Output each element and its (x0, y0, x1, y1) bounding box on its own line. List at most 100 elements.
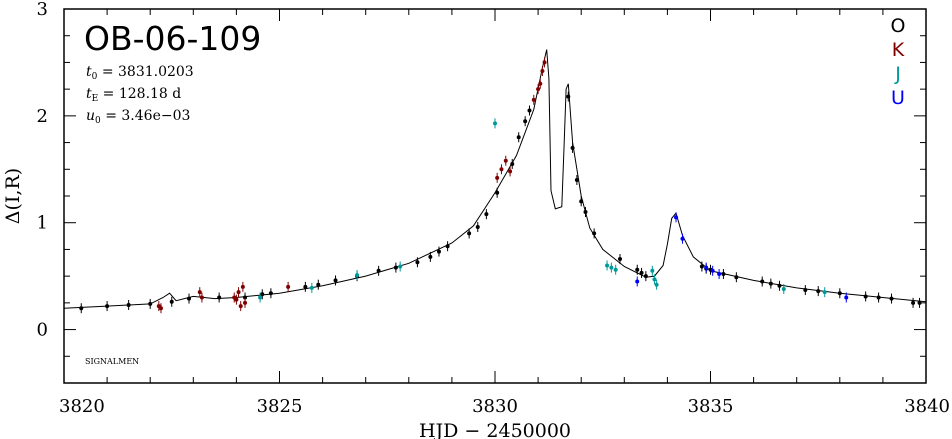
data-point-o (574, 174, 579, 185)
data-point-o (863, 291, 868, 302)
credit-label: SIGNALMEN (85, 357, 139, 366)
y-axis-title: Δ(I,R) (2, 168, 24, 224)
y-tick-label: 2 (37, 106, 48, 127)
data-point-o (105, 301, 110, 312)
y-tick-labels: 0 1 2 3 (37, 0, 48, 341)
model-curve (63, 49, 927, 309)
legend-entry-o: O (891, 15, 906, 37)
data-point-o (484, 209, 489, 220)
y-tick-label: 3 (37, 0, 48, 20)
legend-entry-j: J (894, 63, 901, 85)
data-point-o (268, 288, 273, 299)
data-point-j (493, 118, 497, 129)
data-point-o (260, 289, 265, 300)
data-point-j (781, 283, 786, 294)
data-point-u (710, 265, 715, 276)
x-tick-label: 3830 (472, 396, 518, 417)
data-point-j (822, 287, 827, 298)
data-point-k (238, 301, 243, 312)
data-point-o (579, 196, 584, 207)
data-point-k (542, 57, 547, 68)
data-point-o (126, 299, 131, 310)
data-point-k (540, 65, 545, 76)
y-tick-label: 0 (37, 320, 48, 341)
axis-ticks (63, 8, 927, 384)
data-point-o (217, 292, 222, 303)
data-point-o (777, 280, 782, 291)
data-point-o (510, 158, 515, 169)
data-point-o (79, 303, 84, 314)
event-title: OB-06-109 (84, 19, 261, 58)
data-point-o (643, 271, 648, 282)
data-point-u (704, 262, 709, 273)
data-point-o (592, 228, 597, 239)
data-point-o (639, 267, 644, 278)
data-point-o (570, 142, 575, 153)
data-point-j (605, 260, 610, 271)
data-point-o (148, 298, 153, 309)
data-point-o (889, 293, 894, 304)
data-point-j (398, 261, 403, 272)
data-point-o (635, 264, 640, 275)
data-point-u (680, 233, 685, 244)
data-point-k (536, 84, 541, 95)
data-point-o (495, 187, 500, 198)
data-point-j (654, 279, 659, 290)
data-point-k (158, 303, 163, 314)
data-point-o (803, 285, 808, 296)
data-point-o (523, 116, 528, 127)
data-point-k (234, 294, 239, 305)
data-point-j (650, 265, 655, 276)
data-point-k (240, 281, 245, 292)
data-point-o (415, 257, 420, 268)
x-tick-label: 3835 (688, 396, 734, 417)
data-point-u (844, 292, 849, 303)
fit-parameter: t0 = 3831.0203 (86, 64, 194, 82)
data-point-o (837, 288, 842, 299)
data-point-o (316, 279, 321, 290)
data-point-o (376, 265, 381, 276)
x-tick-label: 3840 (904, 396, 950, 417)
data-point-k (199, 292, 204, 303)
x-axis-title: HJD − 2450000 (419, 420, 571, 439)
y-tick-label: 1 (37, 213, 48, 234)
data-point-o (475, 221, 480, 232)
data-point-k (503, 155, 508, 166)
data-point-o (721, 269, 726, 280)
data-point-j (609, 262, 614, 273)
data-point-k (508, 166, 513, 177)
data-point-u (635, 276, 640, 287)
data-point-j (355, 270, 360, 281)
data-point-o (393, 262, 398, 273)
fit-parameters: t0 = 3831.0203 tE = 128.18 d u0 = 3.46e−03 (86, 64, 194, 126)
data-point-o (760, 276, 765, 287)
data-point-j (309, 282, 314, 293)
data-point-o (333, 275, 338, 286)
data-point-o (816, 286, 821, 297)
data-point-u (717, 269, 722, 280)
data-point-o (911, 297, 916, 308)
data-point-o (303, 281, 308, 292)
data-point-k (538, 78, 543, 89)
x-tick-label: 3825 (257, 396, 303, 417)
data-point-j (258, 292, 263, 303)
data-point-j (652, 274, 657, 285)
data-point-k (499, 164, 504, 175)
data-point-k (236, 287, 241, 298)
data-point-o (876, 292, 881, 303)
fit-parameter: tE = 128.18 d (86, 86, 181, 104)
data-point-o (917, 297, 922, 308)
x-tick-labels: 3820 3825 3830 3835 3840 (59, 396, 950, 417)
data-points (79, 57, 922, 314)
data-point-o (768, 278, 773, 289)
data-point-k (286, 281, 291, 292)
data-point-o (169, 296, 174, 307)
legend-entry-k: K (892, 39, 905, 61)
data-point-o (699, 261, 704, 272)
data-point-k (531, 94, 536, 105)
data-point-k (243, 297, 248, 308)
data-point-o (445, 241, 450, 252)
data-point-o (186, 293, 191, 304)
